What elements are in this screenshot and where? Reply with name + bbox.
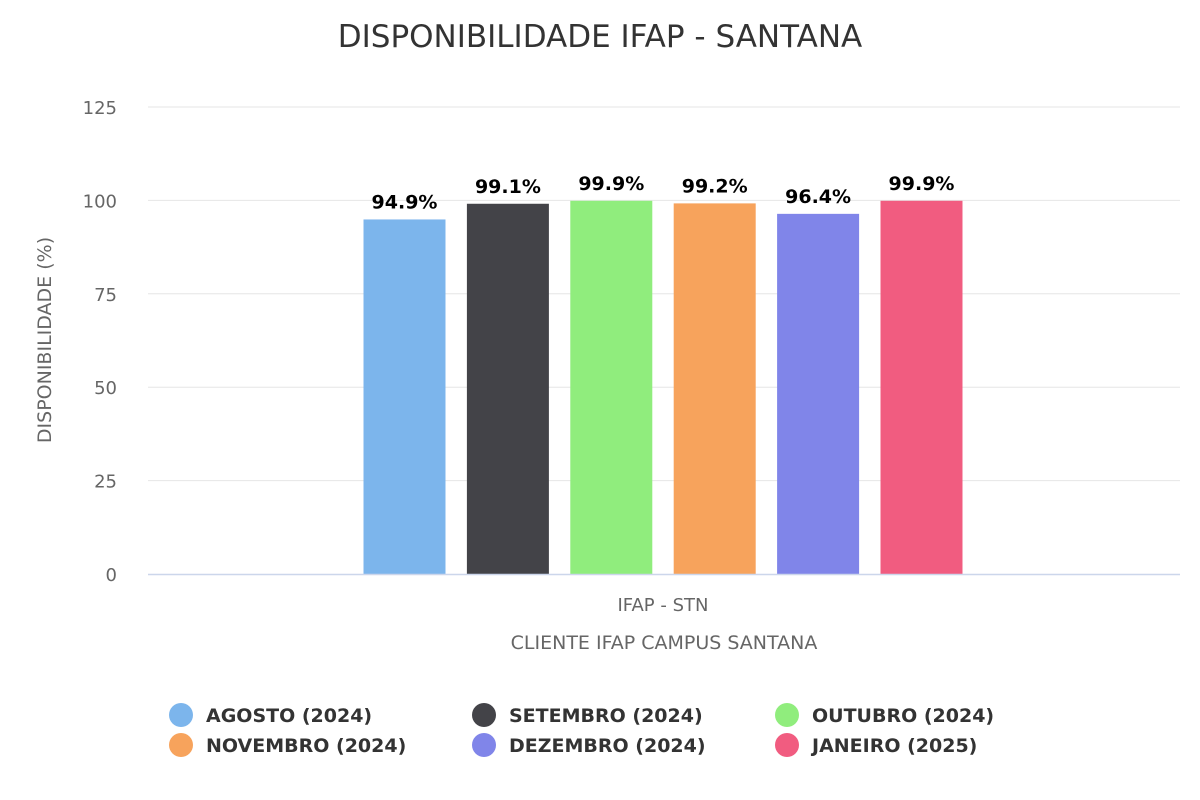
data-label: 99.1% (475, 176, 541, 198)
legend-swatch (775, 703, 799, 727)
data-labels: 94.9% 99.1% 99.9% 99.2% 96.4% 99.9% (372, 173, 955, 214)
bar[interactable] (777, 213, 860, 574)
y-tick-label: 100 (83, 191, 117, 212)
data-label: 99.9% (578, 173, 644, 195)
legend-item[interactable]: AGOSTO (2024) (169, 703, 372, 727)
legend-swatch (169, 733, 193, 757)
legend-item[interactable]: OUTUBRO (2024) (775, 703, 994, 727)
bars (363, 200, 963, 575)
y-tick-label: 50 (94, 378, 117, 399)
y-tick-label: 0 (106, 565, 117, 586)
bar[interactable] (880, 200, 963, 574)
y-tick-label: 75 (94, 285, 117, 306)
legend-swatch (472, 703, 496, 727)
data-label: 96.4% (785, 186, 851, 208)
y-axis-ticks: 0 25 50 75 100 125 (83, 98, 117, 586)
data-label: 99.2% (682, 175, 748, 197)
legend-swatch (472, 733, 496, 757)
legend-label: JANEIRO (2025) (810, 735, 977, 757)
legend-swatch (775, 733, 799, 757)
legend: AGOSTO (2024) SETEMBRO (2024) OUTUBRO (202… (169, 703, 994, 757)
x-axis-label: CLIENTE IFAP CAMPUS SANTANA (511, 632, 818, 654)
bar[interactable] (673, 203, 756, 574)
legend-label: OUTUBRO (2024) (812, 705, 994, 727)
data-label: 99.9% (889, 173, 955, 195)
x-axis-category-label: IFAP - STN (617, 595, 708, 616)
data-label: 94.9% (372, 191, 438, 213)
legend-item[interactable]: JANEIRO (2025) (775, 733, 977, 757)
legend-label: AGOSTO (2024) (206, 705, 372, 727)
legend-item[interactable]: SETEMBRO (2024) (472, 703, 703, 727)
legend-label: SETEMBRO (2024) (509, 705, 703, 727)
legend-label: DEZEMBRO (2024) (509, 735, 706, 757)
legend-swatch (169, 703, 193, 727)
y-axis-label: DISPONIBILIDADE (%) (34, 237, 56, 443)
legend-item[interactable]: NOVEMBRO (2024) (169, 733, 406, 757)
legend-label: NOVEMBRO (2024) (206, 735, 406, 757)
y-tick-label: 25 (94, 472, 117, 493)
legend-item[interactable]: DEZEMBRO (2024) (472, 733, 706, 757)
y-tick-label: 125 (83, 98, 117, 119)
chart-title: DISPONIBILIDADE IFAP - SANTANA (338, 19, 863, 55)
bar[interactable] (570, 200, 653, 574)
bar[interactable] (466, 203, 549, 575)
grid-lines (148, 106, 1180, 482)
bar[interactable] (363, 219, 446, 574)
